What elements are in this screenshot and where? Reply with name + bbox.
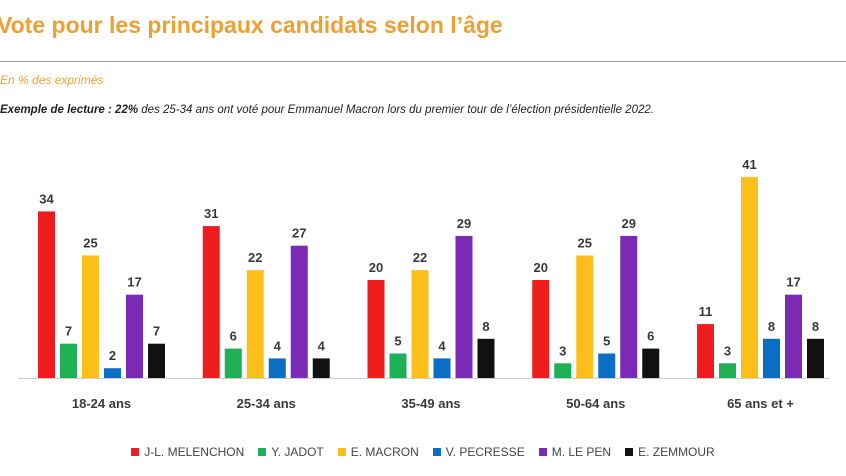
bar-1-3 [82, 255, 99, 378]
x-tick-label: 65 ans et + [727, 396, 794, 411]
title-divider [0, 61, 846, 62]
data-label: 20 [369, 260, 383, 275]
bar-3-1 [367, 280, 385, 378]
data-label: 29 [622, 216, 636, 231]
bar-4-2 [554, 363, 572, 378]
x-tick-label: 25-34 ans [237, 396, 296, 411]
bar-5-5 [785, 294, 802, 378]
data-label: 27 [292, 226, 306, 241]
data-label: 3 [559, 343, 566, 358]
reading-prefix: Exemple de lecture : [0, 104, 116, 116]
data-label: 3 [724, 343, 731, 358]
data-label: 25 [578, 236, 592, 251]
legend-swatch [258, 448, 267, 456]
legend-swatch [538, 448, 547, 456]
data-label: 17 [786, 275, 800, 290]
bar-3-5 [455, 235, 473, 378]
x-tick-label: 50-64 ans [566, 396, 625, 411]
legend-swatch [131, 448, 140, 456]
data-label: 7 [65, 324, 72, 339]
legend-label: E. ZEMMOUR [638, 445, 715, 459]
bar-1-4 [104, 368, 121, 378]
page-title: Vote pour les principaux candidats selon… [0, 12, 503, 38]
data-label: 20 [534, 260, 548, 275]
bar-1-1 [38, 211, 55, 378]
data-label: 22 [248, 250, 262, 265]
data-label: 25 [83, 236, 97, 251]
reading-example: Exemple de lecture : 22% des 25-34 ans o… [0, 104, 654, 116]
legend-swatch [432, 448, 441, 456]
data-label: 8 [482, 319, 489, 334]
bar-1-6 [148, 343, 165, 378]
legend-label: Y. JADOT [271, 445, 324, 459]
legend-label: J-L. MELENCHON [144, 445, 245, 459]
bar-4-4 [598, 353, 616, 378]
bar-5-4 [763, 338, 780, 378]
data-label: 7 [153, 324, 160, 339]
bar-5-2 [719, 363, 736, 378]
legend-swatch [625, 448, 634, 456]
legend-label: M. LE PEN [551, 445, 612, 459]
data-label: 22 [413, 250, 427, 265]
bar-5-1 [697, 324, 714, 378]
bar-2-2 [224, 348, 242, 378]
data-label: 2 [109, 348, 116, 363]
bar-3-3 [411, 270, 429, 378]
bar-3-4 [433, 358, 451, 378]
data-label: 34 [39, 191, 54, 206]
legend-item: V. PECRESSE [432, 443, 525, 461]
legend-item: E. MACRON [337, 443, 419, 461]
bar-4-5 [620, 235, 638, 378]
legend-item: J-L. MELENCHON [131, 443, 244, 461]
data-label: 6 [230, 329, 237, 344]
bar-2-5 [290, 245, 308, 378]
chart-subtitle: En % des exprimés [0, 73, 104, 87]
x-tick-label: 18-24 ans [72, 396, 131, 411]
bar-3-2 [389, 353, 407, 378]
data-label: 8 [812, 319, 819, 334]
data-label: 29 [457, 216, 471, 231]
data-label: 5 [394, 334, 401, 349]
reading-text: des 25-34 ans ont voté pour Emmanuel Mac… [138, 104, 654, 116]
chart-legend: J-L. MELENCHON Y. JADOT E. MACRON V. PECRES… [0, 443, 846, 461]
data-label: 5 [603, 334, 610, 349]
data-label: 4 [318, 338, 326, 353]
bar-1-5 [126, 294, 143, 378]
legend-item: E. ZEMMOUR [625, 443, 715, 461]
bar-2-4 [268, 358, 286, 378]
bar-4-1 [532, 280, 550, 378]
legend-label: E. MACRON [350, 445, 419, 459]
bar-2-3 [246, 270, 264, 378]
data-label: 8 [768, 319, 775, 334]
x-tick-label: 35-49 ans [401, 396, 460, 411]
data-label: 17 [127, 275, 141, 290]
bar-3-6 [477, 338, 495, 378]
bar-5-3 [741, 177, 758, 378]
data-label: 31 [204, 206, 218, 221]
data-label: 6 [647, 329, 654, 344]
legend-item: Y. JADOT [258, 443, 324, 461]
data-label: 4 [438, 338, 446, 353]
bar-4-6 [642, 348, 660, 378]
legend-label: V. PECRESSE [445, 445, 525, 459]
bar-4-3 [576, 255, 594, 378]
legend-swatch [337, 448, 346, 456]
reading-value: 22% [115, 104, 139, 116]
bar-1-2 [60, 343, 77, 378]
bar-2-1 [202, 226, 220, 378]
bar-2-6 [312, 358, 330, 378]
bar-5-6 [807, 338, 824, 378]
data-label: 11 [699, 304, 713, 319]
data-label: 41 [742, 157, 756, 172]
data-label: 4 [274, 338, 282, 353]
legend-item: M. LE PEN [538, 443, 612, 461]
